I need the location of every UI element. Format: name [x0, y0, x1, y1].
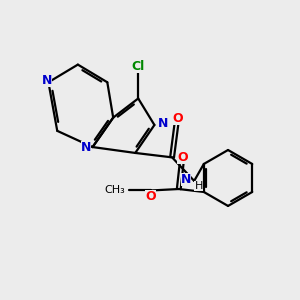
Text: Cl: Cl [132, 60, 145, 73]
Text: H: H [194, 181, 203, 191]
Text: CH₃: CH₃ [104, 185, 125, 196]
Text: O: O [173, 112, 183, 125]
Text: O: O [145, 190, 155, 203]
Text: N: N [42, 74, 52, 87]
Text: N: N [181, 173, 191, 186]
Text: N: N [81, 141, 91, 154]
Text: O: O [177, 151, 188, 164]
Text: N: N [158, 117, 168, 130]
